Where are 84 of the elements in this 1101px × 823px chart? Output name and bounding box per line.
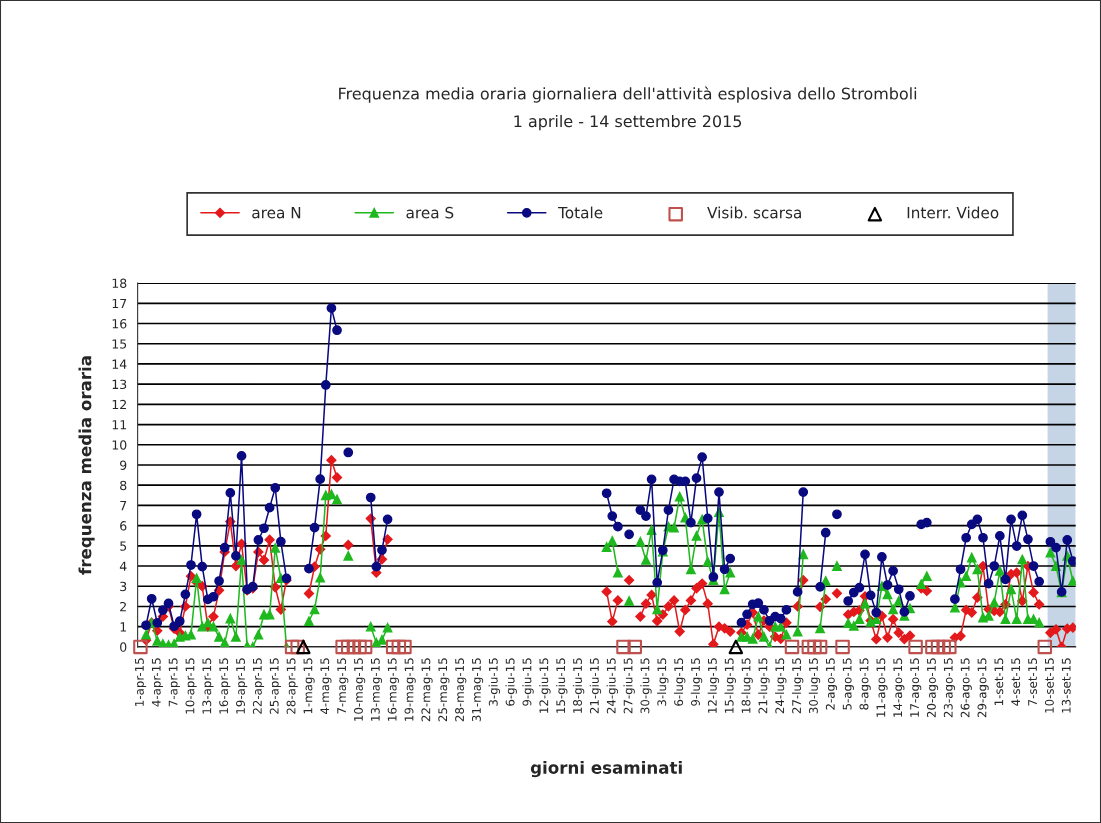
x-tick-label: 29-ago-15 [977,658,989,718]
x-tick-label: 19-mag-15 [404,658,416,721]
x-tick-label: 10-set-15 [1044,658,1054,713]
x-tick-label: 22-apr-15 [252,658,265,714]
y-axis-title: frequenza media oraria [78,356,95,575]
chart-subtitle: 1 aprile - 14 settembre 2015 [514,114,742,131]
x-tick-label: 8-ago-15 [859,658,871,710]
y-tick-label: 7 [120,501,127,511]
x-tick-label: 6-lug-15 [673,658,686,706]
x-tick-label: 13-apr-15 [202,658,214,714]
x-tick-label: 15-lug-15 [724,658,736,713]
y-tick-label: 13 [112,379,127,390]
x-tick-label: 16-apr-15 [219,658,231,714]
x-tick-label: 31-mag-15 [471,658,484,722]
x-tick-label: 23-ago-15 [943,658,956,718]
x-tick-label: 10-mag-15 [354,658,366,721]
y-tick-label: 6 [120,521,127,531]
legend-label: Visib. scarsa [707,206,801,219]
x-tick-label: 13-set-15 [1061,658,1071,713]
x-tick-label: 10-apr-15 [185,658,197,714]
x-tick-label: 9-giu-15 [522,658,534,706]
x-tick-label: 6-giu-15 [505,658,517,706]
x-tick-label: 1-set-15 [994,658,1004,706]
x-tick-label: 24-giu-15 [606,658,618,714]
x-tick-label: 16-mag-15 [387,658,399,721]
x-tick-label: 22-mag-15 [421,658,433,722]
y-tick-label: 1 [120,622,127,632]
x-tick-label: 4-mag-15 [320,658,332,714]
x-tick-label: 3-giu-15 [488,658,501,706]
legend-label: area S [406,206,454,219]
y-tick-label: 8 [120,480,127,491]
x-tick-label: 25-mag-15 [438,658,450,722]
x-tick-label: 28-mag-15 [455,658,467,722]
y-tick-label: 15 [112,339,127,349]
legend-label: Interr. Video [907,206,999,219]
x-tick-label: 27-lug-15 [791,658,804,714]
y-tick-label: 3 [120,581,127,592]
y-tick-label: 18 [112,278,127,289]
x-axis-title: giorni esaminati [530,760,682,778]
x-tick-label: 30-lug-15 [808,658,821,714]
y-tick-label: 17 [112,298,127,309]
y-tick-label: 4 [119,561,127,571]
x-tick-label: 12-giu-15 [539,658,551,713]
legend-label: area N [252,207,301,219]
x-tick-label: 4-apr-15 [151,658,163,707]
x-tick-label: 27-giu-15 [623,658,635,714]
x-tick-label: 18-lug-15 [741,658,753,713]
x-tick-label: 7-set-15 [1028,658,1037,706]
x-tick-label: 13-mag-15 [370,658,383,721]
x-tick-label: 18-giu-15 [572,658,585,713]
x-tick-label: 21-lug-15 [758,658,770,714]
x-tick-label: 17-ago-15 [910,658,922,717]
x-tick-label: 7-mag-15 [337,658,349,714]
x-tick-label: 15-giu-15 [556,658,568,713]
y-tick-label: 10 [112,440,127,450]
x-tick-label: 28-apr-15 [286,658,298,714]
x-tick-label: 5-ago-15 [842,658,854,710]
y-tick-label: 12 [112,399,126,410]
x-tick-label: 12-lug-15 [707,658,720,713]
x-tick-label: 14-ago-15 [893,658,905,717]
x-tick-label: 1-apr-15 [135,658,147,706]
y-tick-label: 16 [112,319,127,329]
y-tick-label: 11 [112,420,127,430]
x-tick-label: 2-ago-15 [825,658,838,710]
x-tick-label: 19-apr-15 [236,658,248,714]
x-tick-label: 21-giu-15 [589,658,602,714]
x-tick-label: 26-ago-15 [960,658,972,718]
y-tick-label: 5 [120,541,127,551]
x-tick-label: 25-apr-15 [269,658,281,714]
x-tick-label: 9-lug-15 [690,658,703,706]
y-tick-label: 2 [120,601,126,612]
x-tick-label: 4-set-15 [1011,658,1021,706]
y-tick-label: 0 [120,642,127,652]
x-tick-label: 30-giu-15 [640,658,652,714]
x-tick-label: 11-ago-15 [876,658,888,717]
x-tick-label: 1-mag-15 [303,658,315,714]
x-tick-label: 24-lug-15 [775,658,787,714]
x-tick-label: 7-apr-15 [168,658,180,707]
y-tick-label: 14 [112,359,127,369]
legend-label: Totale [558,206,603,219]
chart-title: Frequenza media oraria giornaliera dell'attività esplosiva dello Stromboli [339,86,917,103]
y-tick-label: 9 [120,460,127,470]
x-tick-label: 20-ago-15 [926,658,939,718]
x-tick-label: 3-lug-15 [657,658,669,706]
